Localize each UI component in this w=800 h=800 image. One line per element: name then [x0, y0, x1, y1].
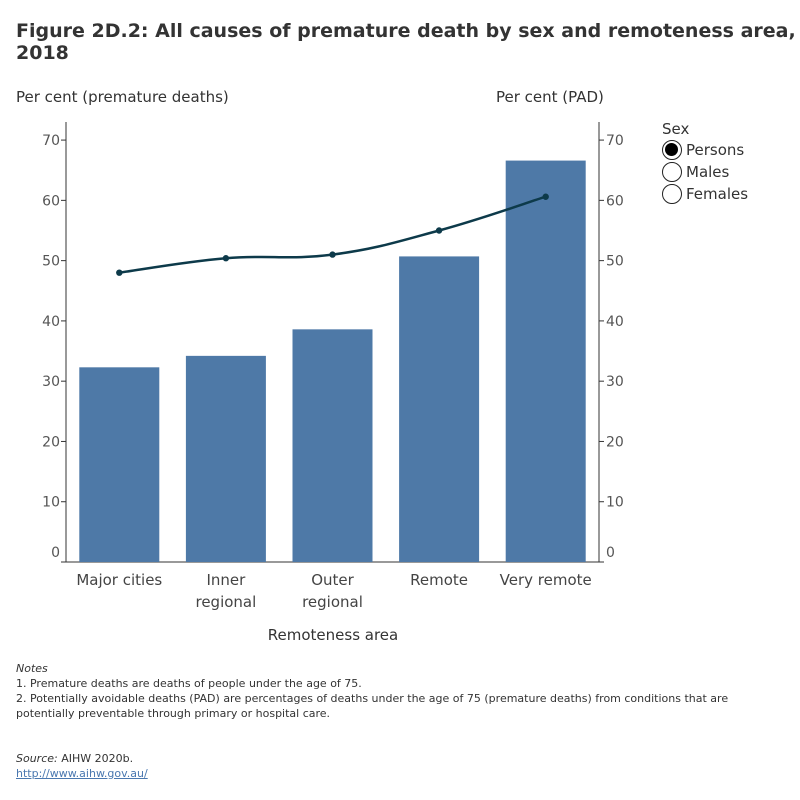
legend-option-label: Males	[686, 163, 730, 181]
note-line-1: 1. Premature deaths are deaths of people…	[16, 677, 362, 690]
y-axis-right-title: Per cent (PAD)	[496, 88, 604, 106]
x-tick-label: Outer regional	[302, 571, 363, 611]
pad-point	[435, 227, 443, 234]
radio-icon[interactable]	[662, 184, 682, 204]
legend-title: Sex	[662, 120, 690, 138]
legend-option-persons[interactable]: Persons	[662, 139, 748, 161]
legend-option-label: Persons	[686, 141, 745, 159]
bar	[79, 367, 160, 562]
pad-point	[329, 251, 336, 258]
legend-option-females[interactable]: Females	[662, 183, 748, 205]
y-tick-label-left: 30	[42, 374, 60, 390]
source-label: Source:	[16, 752, 58, 765]
pad-line	[119, 195, 547, 274]
x-axis-title: Remoteness area	[268, 626, 398, 644]
y-tick-label-left: 70	[42, 133, 60, 149]
bar	[292, 329, 373, 562]
bar	[399, 256, 480, 562]
chart-title: Figure 2D.2: All causes of premature dea…	[16, 20, 796, 64]
y-tick-label-left: 50	[42, 254, 60, 270]
pad-point	[542, 193, 549, 200]
y-tick-label-right: 50	[606, 254, 624, 270]
y-tick-label-left: 10	[42, 495, 60, 511]
pad-point	[222, 255, 230, 262]
y-tick-label-right: 60	[606, 193, 624, 209]
bar	[185, 355, 266, 562]
pad-point	[116, 269, 123, 276]
source-text: AIHW 2020b.	[57, 752, 134, 765]
x-tick-label: Remote	[410, 571, 468, 589]
radio-icon[interactable]	[662, 162, 682, 182]
legend-option-males[interactable]: Males	[662, 161, 748, 183]
x-tick-label: Very remote	[500, 571, 592, 589]
y-tick-label-right: 20	[606, 434, 624, 450]
y-axis-left-title: Per cent (premature deaths)	[16, 88, 229, 106]
source: Source: AIHW 2020b. http://www.aihw.gov.…	[16, 751, 148, 781]
source-link[interactable]: http://www.aihw.gov.au/	[16, 767, 148, 780]
y-tick-label-left: 60	[42, 193, 60, 209]
x-tick-label: Inner regional	[195, 571, 256, 611]
chart-plot: 0 0 10 10 20 20 30 30 40 40 50 50 60 60 70 70 Major citi…	[42, 122, 624, 644]
notes-heading: Notes	[16, 662, 48, 675]
notes: Notes 1. Premature deaths are deaths of …	[16, 661, 776, 721]
radio-icon[interactable]	[662, 140, 682, 160]
y-tick-label-right: 40	[606, 314, 624, 330]
y-tick-label-right: 0	[606, 545, 615, 561]
y-tick-label-left: 0	[51, 545, 60, 561]
bar	[505, 160, 586, 562]
y-tick-label-right: 10	[606, 495, 624, 511]
x-tick-label: Major cities	[76, 571, 162, 589]
sex-legend: Sex Persons Males Females	[662, 120, 748, 205]
y-tick-label-left: 40	[42, 314, 60, 330]
y-tick-label-right: 30	[606, 374, 624, 390]
y-tick-label-right: 70	[606, 133, 624, 149]
note-line-2: 2. Potentially avoidable deaths (PAD) ar…	[16, 692, 729, 720]
legend-option-label: Females	[686, 185, 749, 203]
y-tick-label-left: 20	[42, 434, 60, 450]
